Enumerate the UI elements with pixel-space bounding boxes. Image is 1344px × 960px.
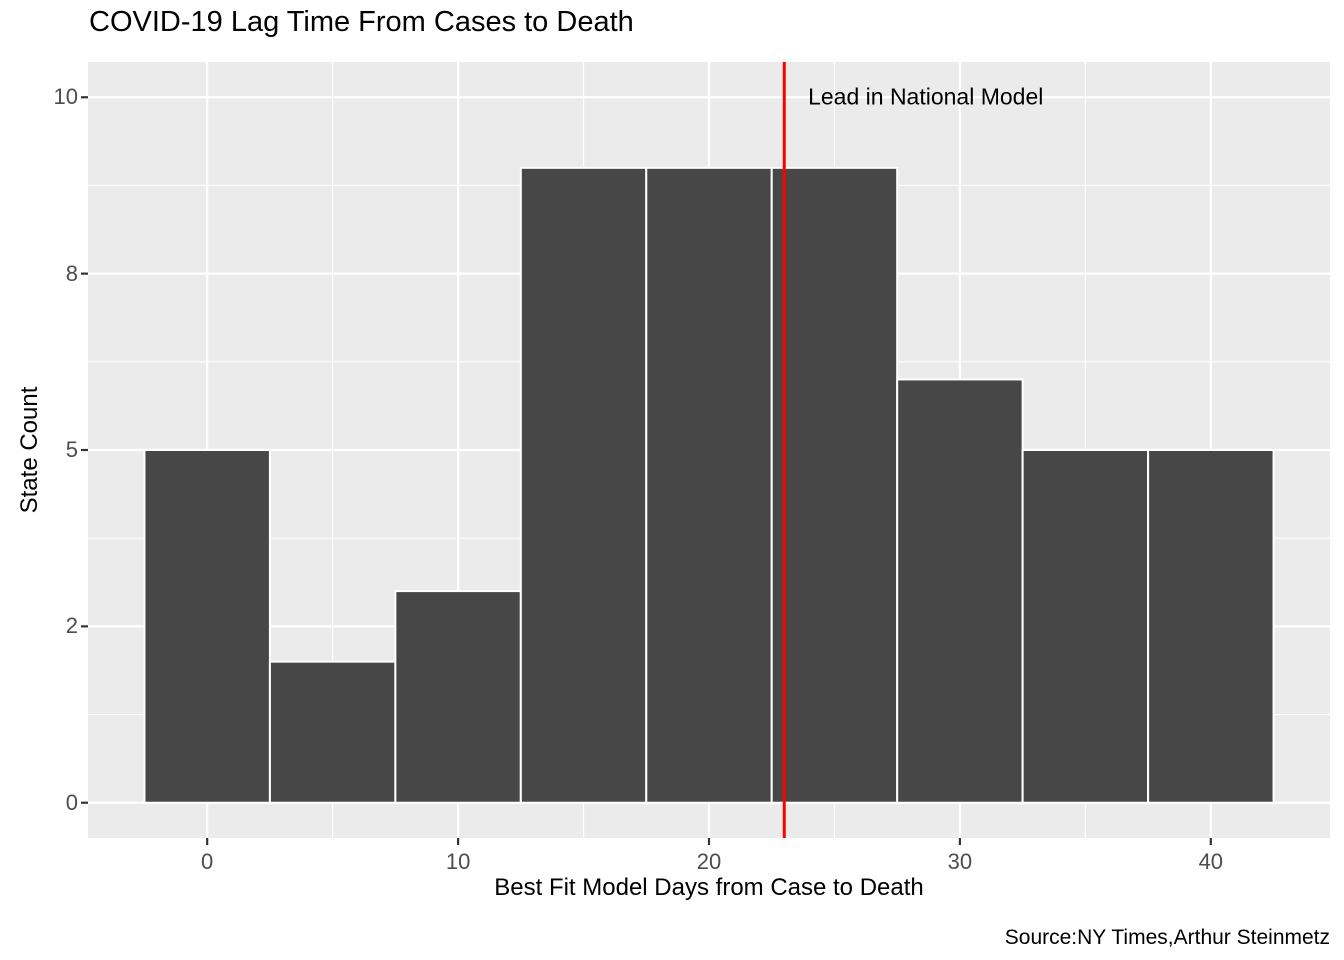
x-axis-title: Best Fit Model Days from Case to Death [494, 874, 924, 901]
histogram-bar [896, 378, 1024, 804]
histogram-bar [770, 166, 899, 804]
y-axis-title: State Count [16, 386, 43, 514]
histogram-bar [519, 166, 648, 804]
x-tick-label: 30 [947, 849, 973, 874]
y-tick-label: 5 [65, 437, 78, 462]
y-tick-label: 2 [65, 613, 78, 639]
y-tick-label: 0 [65, 789, 78, 815]
source-caption: Source:NY Times,Arthur Steinmetz [1004, 926, 1330, 949]
histogram-bar [1147, 449, 1275, 804]
x-tick-label: 40 [1198, 849, 1224, 874]
plot-title: COVID-19 Lag Time From Cases to Death [89, 6, 634, 38]
histogram-bar [1021, 449, 1150, 804]
histogram-bar [645, 166, 773, 804]
x-tick-label: 10 [445, 849, 471, 874]
x-tick-label: 20 [696, 849, 722, 874]
y-tick-label: 10 [53, 84, 78, 110]
vline-annotation-label: Lead in National Model [808, 83, 1044, 110]
histogram-bar [268, 660, 397, 804]
y-tick-label: 8 [65, 260, 78, 286]
histogram-bar [143, 449, 271, 804]
histogram-bar [394, 590, 522, 804]
x-tick-label: 0 [201, 849, 214, 874]
